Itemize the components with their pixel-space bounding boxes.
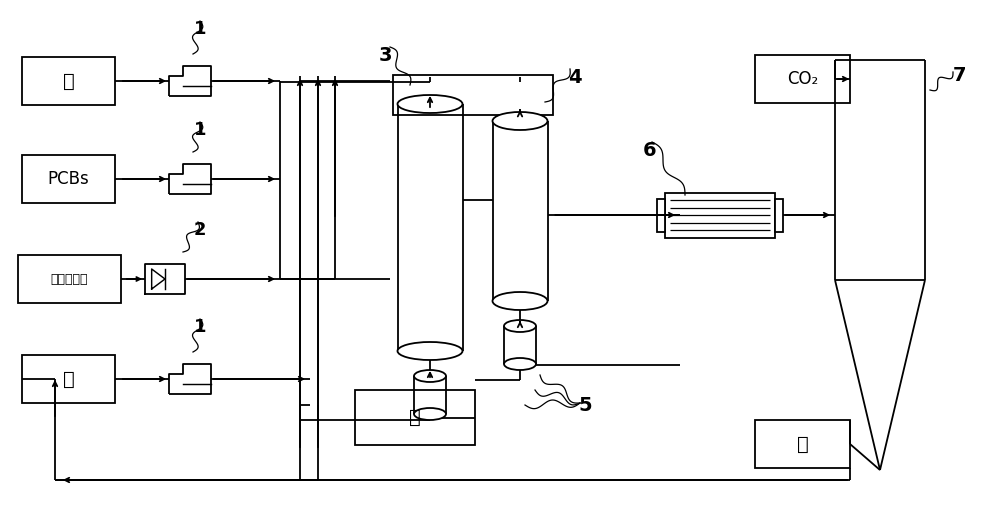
Text: 碱: 碱 bbox=[63, 72, 74, 90]
Bar bbox=[775, 198, 783, 231]
Bar bbox=[392, 75, 552, 115]
Text: 水: 水 bbox=[63, 369, 74, 388]
Text: CO₂: CO₂ bbox=[787, 70, 818, 88]
Bar bbox=[355, 390, 475, 445]
Text: 7: 7 bbox=[953, 65, 967, 84]
Bar bbox=[22, 57, 115, 105]
Bar bbox=[22, 355, 115, 403]
Text: 5: 5 bbox=[578, 396, 592, 414]
Text: 6: 6 bbox=[643, 141, 657, 159]
Ellipse shape bbox=[398, 342, 462, 360]
Bar bbox=[18, 255, 121, 303]
Bar bbox=[665, 193, 775, 238]
Text: 1: 1 bbox=[194, 318, 206, 336]
Ellipse shape bbox=[398, 95, 462, 113]
Ellipse shape bbox=[492, 292, 548, 310]
Text: 1: 1 bbox=[194, 20, 206, 38]
Text: 盐: 盐 bbox=[409, 408, 421, 427]
Ellipse shape bbox=[492, 112, 548, 130]
Ellipse shape bbox=[414, 370, 446, 382]
Text: 1: 1 bbox=[194, 121, 206, 139]
Text: 2: 2 bbox=[194, 221, 206, 239]
Bar bbox=[755, 55, 850, 103]
Ellipse shape bbox=[414, 408, 446, 420]
Bar bbox=[657, 198, 665, 231]
Text: 3: 3 bbox=[378, 45, 392, 64]
Text: 4: 4 bbox=[568, 67, 582, 86]
Text: 空气、氧气: 空气、氧气 bbox=[51, 272, 88, 286]
Text: 水: 水 bbox=[797, 434, 808, 453]
Text: PCBs: PCBs bbox=[48, 170, 89, 188]
Ellipse shape bbox=[504, 358, 536, 370]
Bar bbox=[22, 155, 115, 203]
Ellipse shape bbox=[504, 320, 536, 332]
Bar bbox=[755, 420, 850, 468]
